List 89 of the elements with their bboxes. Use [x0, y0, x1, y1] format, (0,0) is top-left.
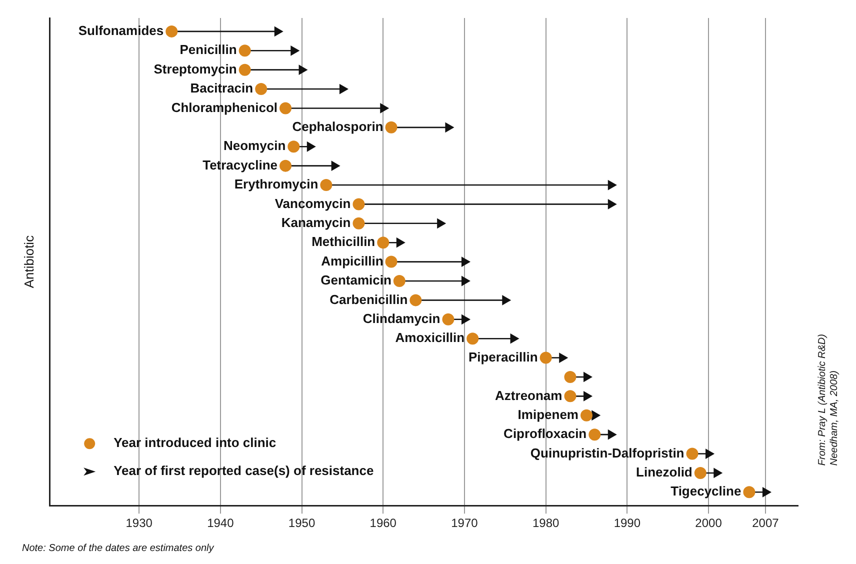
text: From: Pray L (Antibiotic R&D)	[816, 334, 828, 466]
point	[339, 84, 348, 94]
point	[306, 142, 316, 152]
y-tick-label: Neomycin	[224, 138, 286, 154]
x-tick-label: 2007	[752, 516, 780, 530]
point	[396, 238, 405, 248]
point	[288, 140, 300, 153]
y-tick-label: Linezolid	[636, 464, 692, 480]
y-tick-label: Cephalosporin	[292, 119, 384, 134]
x-tick-label: 1940	[207, 516, 234, 530]
point	[290, 46, 300, 56]
point	[280, 160, 292, 172]
point	[608, 430, 616, 440]
point	[706, 448, 714, 459]
point	[762, 487, 771, 497]
text: Note: Some of the dates are estimates only	[22, 542, 215, 554]
point	[588, 428, 601, 441]
point	[580, 409, 592, 422]
y-tick-label: Streptomycin	[154, 61, 237, 76]
legend-label: Year of first reported case(s) of resistance	[114, 463, 374, 478]
x-tick-label: 1980	[532, 516, 560, 530]
y-tick-label: Tigecycline	[670, 484, 742, 499]
point	[461, 276, 470, 286]
y-tick-label: Erythromycin	[234, 176, 318, 192]
y-tick-label: Aztreonam	[495, 388, 562, 403]
x-tick-label: 1970	[451, 516, 478, 530]
y-tick-label: Imipenem	[518, 406, 578, 422]
y-tick-label: Penicillin	[180, 42, 237, 58]
y-tick-label: Carbenicillin	[330, 292, 408, 307]
y-tick-label: Kanamycin	[281, 214, 351, 230]
point	[393, 274, 406, 287]
point	[608, 180, 616, 190]
y-tick-label: Tetracycline	[202, 157, 278, 172]
x-tick-label: 1960	[370, 516, 397, 530]
y-tick-label: Piperacillin	[468, 349, 538, 364]
point	[380, 103, 389, 114]
point	[238, 64, 251, 76]
y-tick-label: Amoxicillin	[395, 330, 465, 346]
point	[461, 314, 470, 324]
point	[583, 372, 592, 382]
x-tick-label: 1930	[126, 516, 153, 530]
point	[385, 256, 398, 268]
point	[298, 65, 308, 75]
point	[502, 295, 511, 306]
point	[592, 410, 600, 420]
point	[442, 313, 454, 326]
y-tick-label: Ciprofloxacin	[504, 426, 587, 442]
y-tick-label: Methicillin	[312, 234, 376, 250]
text: Needham, MA, 2008)	[828, 370, 840, 466]
y-tick-label: Chloramphenicol	[171, 100, 278, 115]
point	[238, 44, 251, 57]
point	[540, 352, 552, 364]
point	[461, 256, 470, 267]
point	[564, 370, 576, 383]
point	[410, 294, 422, 306]
point	[466, 332, 479, 345]
point	[255, 83, 268, 96]
point	[694, 466, 706, 479]
x-tick-label: 1950	[288, 516, 316, 530]
point	[352, 198, 365, 210]
point	[714, 468, 722, 478]
point	[377, 236, 390, 249]
point	[559, 352, 568, 363]
point	[608, 199, 616, 210]
y-tick-label: Bacitracin	[190, 80, 254, 96]
y-tick-label: Sulfonamides	[78, 23, 164, 38]
y-tick-label: Clindamycin	[362, 310, 440, 326]
x-tick-label: 1990	[614, 516, 641, 530]
x-tick-label: 2000	[695, 516, 722, 530]
point	[166, 25, 178, 38]
point	[686, 448, 698, 460]
point	[583, 391, 592, 402]
y-tick-label: Vancomycin	[274, 196, 351, 211]
point	[280, 102, 292, 114]
y-tick-label: Ampicillin	[321, 253, 384, 268]
point	[564, 390, 576, 402]
y-axis-title: Antibiotic	[21, 234, 36, 288]
point	[320, 179, 332, 192]
point	[743, 486, 756, 498]
point	[437, 218, 446, 228]
point	[510, 334, 519, 344]
y-tick-label: Gentamicin	[320, 272, 392, 288]
point	[331, 160, 340, 171]
y-tick-label: Quinupristin-Dalfopristin	[530, 445, 684, 460]
point	[352, 217, 365, 230]
point	[445, 122, 454, 132]
point	[274, 26, 283, 36]
point	[385, 121, 398, 134]
legend-label: Year introduced into clinic	[114, 435, 276, 450]
